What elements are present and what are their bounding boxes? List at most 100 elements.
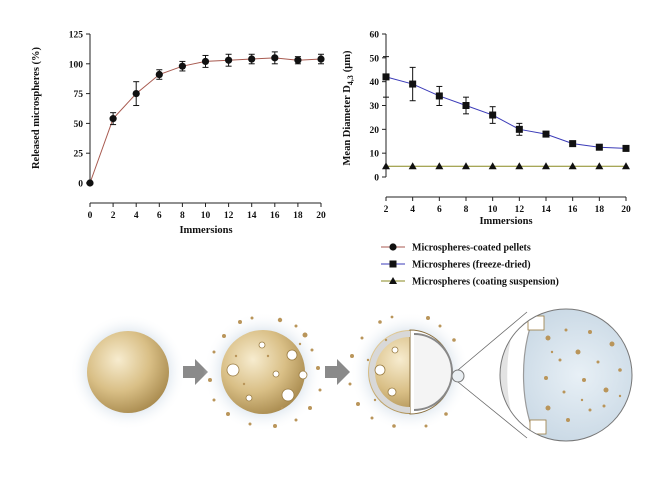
particle [582,378,586,382]
data-point [462,102,470,109]
chart1-series [86,51,325,187]
particle [426,316,430,320]
x-tick-label: 6 [157,211,162,221]
particle [348,382,352,386]
x-tick-label: 12 [224,211,234,221]
particle [603,387,609,393]
particle [438,324,442,328]
chart2-x-ticks: 2 4 6 8 10 12 14 16 18 20 [384,197,631,215]
legend: Microspheres-coated pellets Microspheres … [381,243,559,288]
data-point [489,111,497,119]
sectioned-pellet-icon [348,311,528,439]
data-point [389,277,397,284]
x-tick-label: 12 [515,205,525,215]
particle [298,342,302,346]
series-line [385,76,627,149]
data-point [317,55,325,63]
particle [318,388,322,392]
data-point [155,70,163,79]
x-tick-label: 2 [384,205,389,215]
x-tick-label: 4 [410,205,415,215]
arrow-icon [183,359,208,385]
data-point [271,54,279,62]
data-point [488,162,497,170]
particle [370,416,374,420]
particle [316,366,320,370]
x-tick-label: 18 [595,205,605,215]
released-particles [208,316,322,428]
data-point [542,162,550,170]
particle [242,382,246,386]
releasing-pellet-icon [203,312,323,432]
particle [212,350,216,354]
particle [596,360,600,364]
particle [452,338,456,342]
chart1-y-ticks: 0 25 50 75 100 125 [69,31,90,190]
particle [248,422,252,426]
particle [273,424,277,428]
release-illustration [70,308,633,442]
x-tick-label: 6 [437,205,442,215]
particle [575,349,581,355]
particle [562,390,566,394]
released-microspheres-chart: 0 25 50 75 100 125 0 2 4 6 8 10 12 14 16 18 20 Immersio… [31,31,326,237]
particle [310,348,314,352]
particle [350,354,354,358]
y-tick-label: 0 [78,180,83,190]
x-tick-label: 10 [488,205,498,215]
particle [378,320,382,324]
data-point [595,143,603,151]
x-tick-label: 16 [568,205,578,215]
particle [609,341,615,347]
data-point [568,162,577,170]
chart2-x-axis-label: Immersions [479,216,532,227]
y-tick-label: 30 [370,102,380,112]
particle [384,338,388,342]
particle [558,358,562,362]
data-point [132,90,140,98]
particle [280,406,284,410]
particle [238,320,242,324]
data-point [515,125,523,133]
y-tick-label: 20 [370,126,380,136]
x-tick-label: 10 [201,211,211,221]
chart1-x-ticks: 0 2 4 6 8 10 12 14 16 18 20 [88,203,326,221]
particle [550,350,554,354]
data-point [569,140,577,148]
ylabel-subscript: 4,3 [346,75,355,85]
data-point [225,56,233,64]
particle [580,398,584,402]
particle [588,408,592,412]
data-point [178,62,186,70]
particle [208,378,212,382]
data-point [409,80,417,88]
particle [308,406,312,410]
particle [277,317,283,323]
particle [588,330,592,334]
chart2-series [382,56,630,170]
y-tick-label: 40 [370,78,380,88]
data-point [595,162,604,170]
data-point [389,260,397,268]
particle [212,398,216,402]
data-point [389,243,397,251]
particle [564,328,568,332]
data-point [294,56,302,64]
particle [618,394,622,398]
particle [424,424,428,428]
ylabel-main: Mean Diameter D [342,85,353,166]
y-tick-label: 60 [370,31,380,41]
legend-label: Microspheres-coated pellets [412,243,531,254]
magnified-section-icon [499,308,633,442]
particle [294,324,298,328]
legend-label: Microspheres (coating suspension) [412,277,559,288]
series-line [89,57,322,184]
y-tick-label: 50 [74,120,84,130]
particle [390,315,394,319]
data-point [382,73,390,81]
particle [226,412,230,416]
y-tick-label: 0 [374,174,379,184]
chart2-y-axis-label: Mean Diameter D4,3 (μm) [342,50,355,165]
particle [294,418,298,422]
